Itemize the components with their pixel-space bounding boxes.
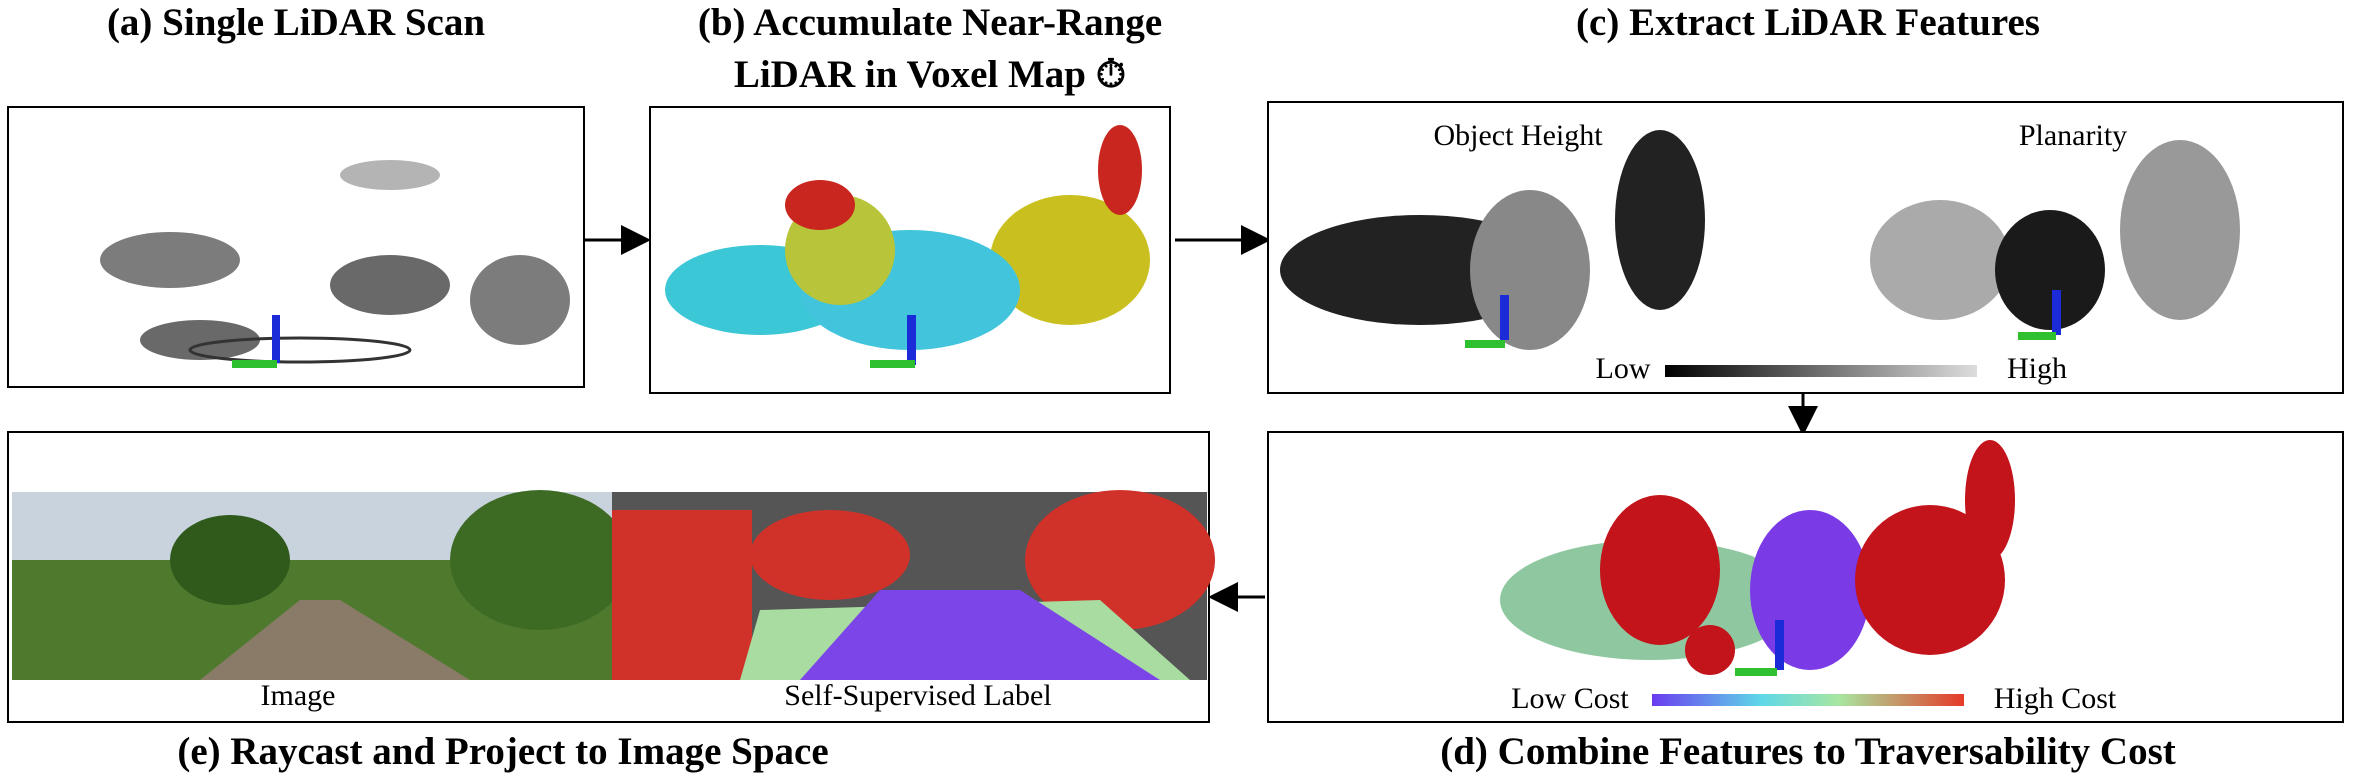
scale-label: High (2007, 352, 2067, 385)
lidar-scan (100, 160, 570, 368)
panel-box (7, 106, 585, 388)
cost-map (1500, 440, 2015, 676)
camera-image (12, 490, 630, 680)
panel-title: LiDAR in Voxel Map ⏱ (734, 53, 1126, 96)
feature-maps (1280, 130, 2240, 350)
voxel-map (665, 125, 1150, 368)
panel-title: (d) Combine Features to Traversability C… (1440, 730, 2176, 773)
scale-label: Low Cost (1511, 682, 1629, 715)
panel-title: (b) Accumulate Near-Range (698, 1, 1162, 44)
scale-label: Low (1596, 352, 1651, 385)
panel-title: (c) Extract LiDAR Features (1576, 1, 2040, 44)
label-image (612, 490, 1215, 680)
feature-label: Object Height (1433, 119, 1603, 152)
image-label: Image (261, 679, 336, 712)
colorbar (1665, 365, 1977, 377)
colorbar (1652, 694, 1964, 706)
image-label: Self-Supervised Label (784, 679, 1051, 712)
feature-label: Planarity (2019, 119, 2127, 152)
panel-title: (e) Raycast and Project to Image Space (177, 730, 828, 773)
panel-title: (a) Single LiDAR Scan (107, 1, 485, 44)
scale-label: High Cost (1994, 682, 2117, 715)
